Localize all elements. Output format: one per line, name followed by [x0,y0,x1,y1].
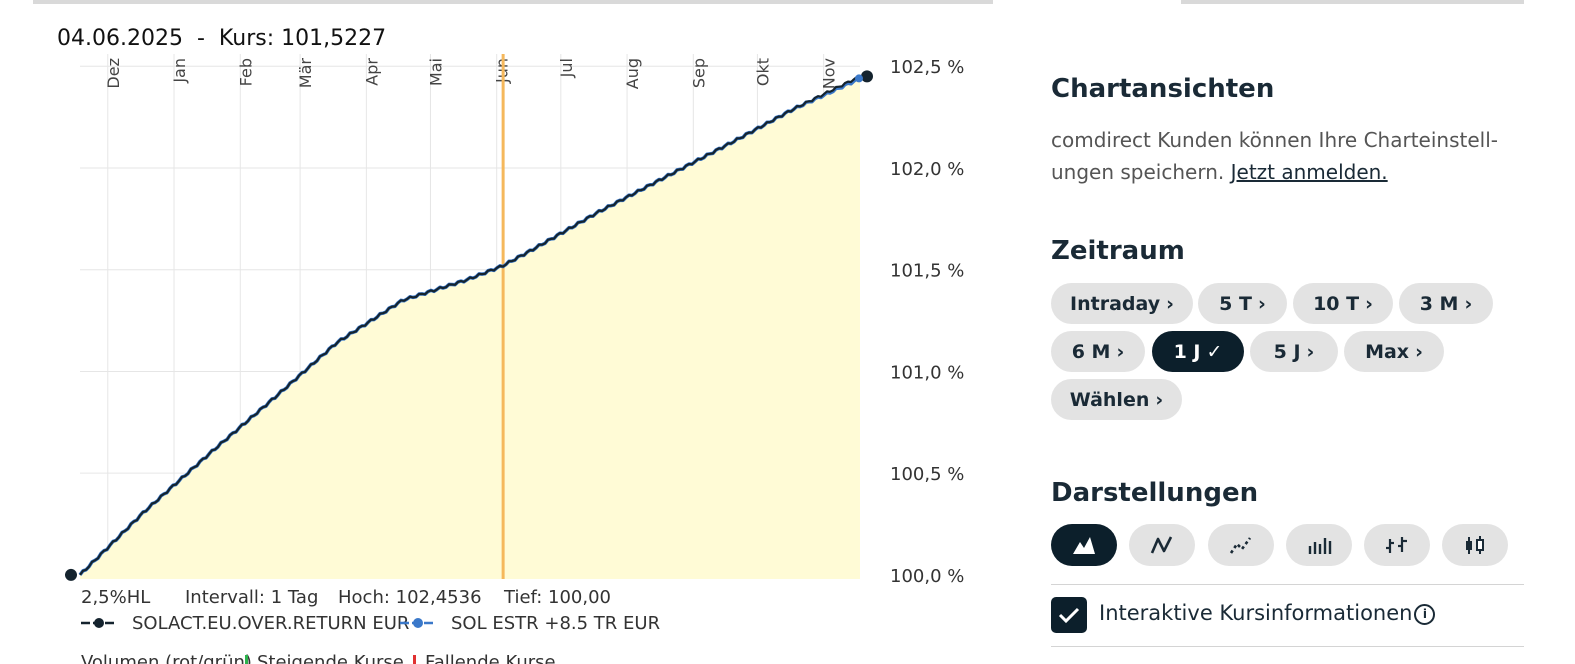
price-chart[interactable]: 100,0 % 100,5 % 101,0 % 101,5 % 102,0 % 102,5… [0,0,1000,664]
zeitraum-button[interactable]: 6 M › [1051,331,1145,372]
login-link[interactable]: Jetzt anmelden. [1230,160,1388,184]
area-fill [80,76,860,580]
x-month-label: Jul [557,58,576,78]
zeitraum-button[interactable]: 5 T › [1198,283,1287,324]
x-month-label: Feb [236,58,255,86]
series-end-marker-estr [855,74,863,83]
readout-kurs-value: 101,5227 [281,26,387,51]
zeitraum-button-label: 5 T [1219,292,1252,315]
x-month-label: Dez [104,58,123,89]
mountain-chart-button[interactable] [1051,524,1117,566]
chevron-right-icon: › [1116,340,1125,363]
info-row-item: Hoch: 102,4536 [338,587,482,608]
zeitraum-button-label: 6 M [1071,340,1111,363]
x-month-label: Aug [623,58,642,89]
line-chart-button[interactable] [1129,524,1195,566]
zeitraum-button-label: Wählen [1069,388,1150,411]
y-tick-label: 101,0 % [890,362,964,383]
volume-falling-label: Fallende Kurse [425,652,556,664]
series-end-marker [861,70,873,83]
zeitraum-button-label: Intraday [1070,292,1161,315]
divider-bottom [1051,646,1524,647]
top-divider-left [33,0,993,4]
zeitraum-button[interactable]: 3 M › [1399,283,1493,324]
info-row-item: 2,5%HL [81,587,150,608]
readout-date: 04.06.2025 [57,26,183,51]
chartansichten-description: comdirect Kunden können Ihre Charteinste… [1051,124,1521,188]
zeitraum-button[interactable]: 10 T › [1293,283,1393,324]
chevron-right-icon: › [1365,292,1373,315]
legend-label: SOL ESTR +8.5 TR EUR [451,613,660,634]
chartansichten-text: comdirect Kunden können Ihre Charteinste… [1051,128,1498,184]
chevron-right-icon: › [1155,388,1164,411]
zeitraum-button-label: 5 J [1273,340,1301,363]
x-month-label: Okt [753,58,772,86]
zeitraum-button[interactable]: Wählen › [1051,379,1182,420]
x-month-label: Jan [170,58,189,84]
interactive-info-checkbox[interactable] [1051,597,1087,633]
zeitraum-button-label: 1 J [1173,340,1201,363]
zeitraum-button[interactable]: Intraday › [1051,283,1193,324]
y-tick-label: 100,0 % [890,566,964,587]
chevron-right-icon: › [1306,340,1315,363]
series-start-marker [65,568,77,581]
interactive-info-label-wrap: Interaktive Kursinformationen i [1099,601,1436,625]
chevron-right-icon: › [1166,292,1174,315]
candlestick-chart-icon [1466,536,1484,554]
zeitraum-button[interactable]: 5 J › [1250,331,1338,372]
legend-label: SOLACT.EU.OVER.RETURN EUR [132,613,409,634]
line-chart-icon [1150,536,1173,554]
zeitraum-title: Zeitraum [1051,236,1185,266]
info-icon[interactable]: i [1414,604,1436,625]
y-tick-label: 102,5 % [890,57,964,78]
zeitraum-button-label: 3 M [1419,292,1459,315]
chevron-right-icon: › [1415,340,1423,363]
zeitraum-button[interactable]: Max › [1344,331,1444,372]
candlestick-chart-button[interactable] [1442,524,1508,566]
chevron-right-icon: › [1257,292,1266,315]
volume-legend-label: Volumen (rot/grün) [81,652,252,664]
x-month-label: Apr [362,58,381,86]
legend-marker [94,618,104,628]
zeitraum-button-label: Max [1365,340,1410,363]
chevron-right-icon: › [1464,292,1473,315]
zeitraum-button[interactable]: 1 J ✓ [1152,331,1244,372]
ohlc-chart-button[interactable] [1364,524,1430,566]
x-month-label: Sep [689,58,708,88]
top-divider-right [1181,0,1524,4]
checkmark-icon: ✓ [1206,340,1223,363]
volume-rising-marker [245,655,248,664]
readout-kurs-label: Kurs: [218,26,275,51]
dotted-line-chart-icon [1229,537,1252,554]
divider [1051,584,1524,585]
series-line-solact [79,75,861,576]
zeitraum-button-label: 10 T [1313,292,1360,315]
mountain-chart-icon [1073,537,1095,554]
x-month-label: Mär [296,58,315,89]
volume-falling-marker [413,655,416,664]
volume-rising-label: Steigende Kurse [257,652,404,664]
bar-chart-icon [1308,538,1332,554]
readout-separator: - [196,26,205,51]
y-tick-label: 102,0 % [890,159,964,180]
checkmark-icon [1058,607,1080,624]
bar-chart-button[interactable] [1286,524,1352,566]
price-readout: 04.06.2025 - Kurs: 101,5227 [57,26,386,51]
ohlc-chart-icon [1386,537,1407,553]
darstellungen-title: Darstellungen [1051,478,1259,508]
info-row-item: Intervall: 1 Tag [185,587,318,608]
interactive-info-label: Interaktive Kursinformationen [1099,601,1413,625]
dotted-line-chart-button[interactable] [1208,524,1274,566]
y-tick-label: 101,5 % [890,261,964,282]
legend-marker [413,618,423,628]
info-row-item: Tief: 100,00 [503,587,611,608]
x-month-label: Mai [426,58,445,86]
x-month-label: Nov [820,58,839,89]
chartansichten-title: Chartansichten [1051,74,1275,104]
y-tick-label: 100,5 % [890,464,964,485]
